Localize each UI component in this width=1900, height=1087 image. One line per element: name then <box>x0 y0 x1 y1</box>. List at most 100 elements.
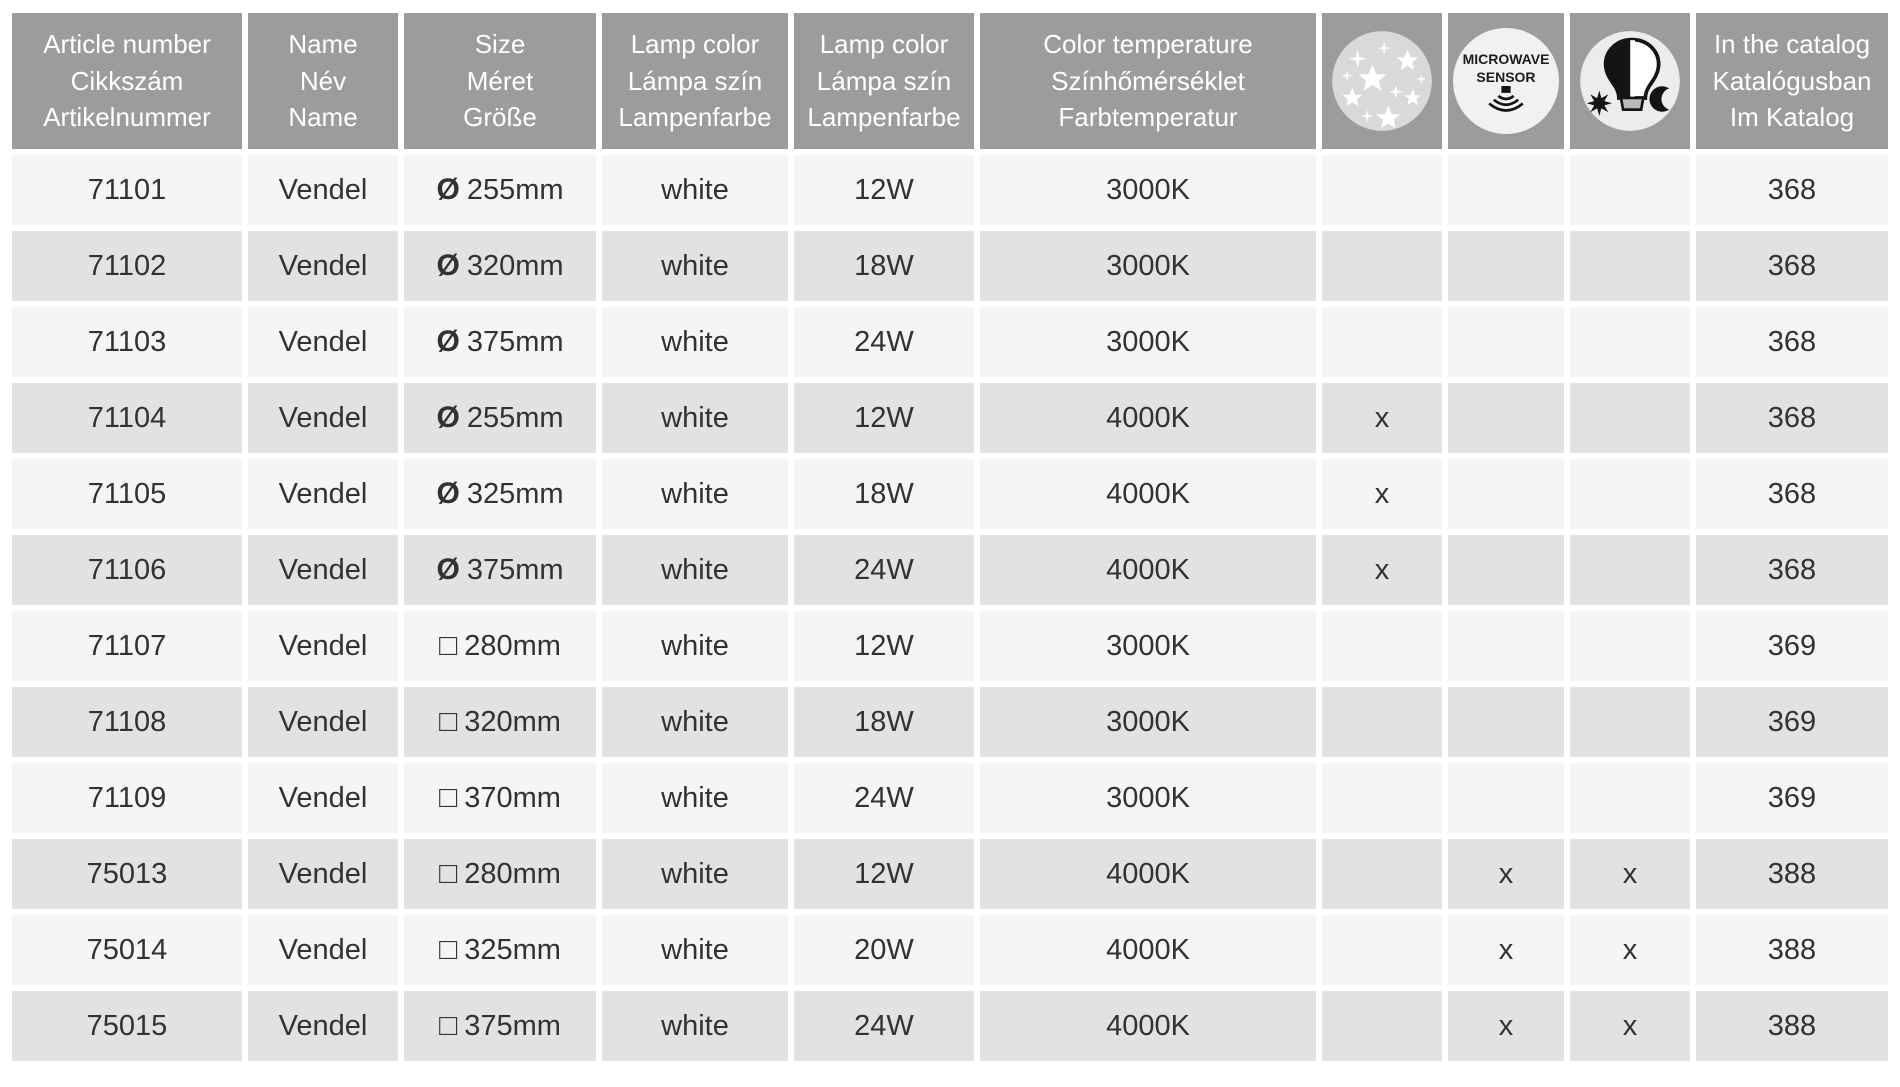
size-shape-symbol: Ø <box>436 401 460 434</box>
cell-catalog-page: 368 <box>1696 383 1888 453</box>
cell-wattage: 24W <box>794 535 974 605</box>
cell-article-number: 71102 <box>12 231 242 301</box>
header-in-catalog: In the catalog Katalógusban Im Katalog <box>1696 13 1888 149</box>
header-lamp-color: Lamp color Lámpa szín Lampenfarbe <box>602 13 788 149</box>
size-shape-symbol: □ <box>439 781 458 814</box>
table-row: 75014 Vendel □ 325mm white 20W 4000K x x … <box>12 915 1888 985</box>
cell-catalog-page: 368 <box>1696 535 1888 605</box>
cell-name: Vendel <box>248 155 398 225</box>
size-shape-symbol: □ <box>439 933 458 966</box>
cell-name: Vendel <box>248 459 398 529</box>
size-value: 370mm <box>464 782 561 814</box>
table-row: 71107 Vendel □ 280mm white 12W 3000K 369 <box>12 611 1888 681</box>
cell-catalog-page: 369 <box>1696 611 1888 681</box>
cell-stars-mark <box>1322 763 1442 833</box>
cell-color-temperature: 3000K <box>980 231 1316 301</box>
cell-name: Vendel <box>248 307 398 377</box>
size-shape-symbol: Ø <box>436 173 460 206</box>
size-shape-symbol: □ <box>439 629 458 662</box>
cell-microwave-mark <box>1448 383 1564 453</box>
cell-daynight-mark <box>1570 155 1690 225</box>
size-value: 280mm <box>464 630 561 662</box>
size-shape-symbol: □ <box>439 705 458 738</box>
table-row: 71106 Vendel Ø 375mm white 24W 4000K x 36… <box>12 535 1888 605</box>
cell-name: Vendel <box>248 991 398 1061</box>
cell-stars-mark <box>1322 839 1442 909</box>
cell-article-number: 71105 <box>12 459 242 529</box>
cell-lamp-color: white <box>602 535 788 605</box>
cell-stars-mark <box>1322 231 1442 301</box>
cell-article-number: 71103 <box>12 307 242 377</box>
size-shape-symbol: □ <box>439 1009 458 1042</box>
header-name: Name Név Name <box>248 13 398 149</box>
size-value: 255mm <box>466 174 564 206</box>
size-shape-symbol: Ø <box>436 553 460 586</box>
cell-lamp-color: white <box>602 991 788 1061</box>
size-shape-symbol: Ø <box>436 325 460 358</box>
table-row: 75013 Vendel □ 280mm white 12W 4000K x x … <box>12 839 1888 909</box>
cell-stars-mark <box>1322 915 1442 985</box>
size-value: 280mm <box>464 858 561 890</box>
cell-daynight-mark <box>1570 383 1690 453</box>
cell-wattage: 12W <box>794 155 974 225</box>
day-night-sensor-icon <box>1580 31 1680 131</box>
cell-size: □ 320mm <box>404 687 596 757</box>
table-row: 71103 Vendel Ø 375mm white 24W 3000K 368 <box>12 307 1888 377</box>
cell-article-number: 71104 <box>12 383 242 453</box>
cell-catalog-page: 368 <box>1696 307 1888 377</box>
cell-color-temperature: 3000K <box>980 611 1316 681</box>
cell-size: Ø 325mm <box>404 459 596 529</box>
cell-microwave-mark: x <box>1448 991 1564 1061</box>
cell-size: □ 280mm <box>404 839 596 909</box>
header-row: Article number Cikkszám Artikelnummer Na… <box>12 13 1888 149</box>
cell-microwave-mark <box>1448 763 1564 833</box>
cell-microwave-mark <box>1448 231 1564 301</box>
cell-daynight-mark: x <box>1570 915 1690 985</box>
cell-color-temperature: 3000K <box>980 763 1316 833</box>
cell-color-temperature: 3000K <box>980 687 1316 757</box>
size-value: 325mm <box>464 934 561 966</box>
header-article-number: Article number Cikkszám Artikelnummer <box>12 13 242 149</box>
cell-lamp-color: white <box>602 915 788 985</box>
header-size: Size Méret Größe <box>404 13 596 149</box>
cell-wattage: 12W <box>794 839 974 909</box>
cell-color-temperature: 4000K <box>980 459 1316 529</box>
cell-name: Vendel <box>248 611 398 681</box>
cell-name: Vendel <box>248 915 398 985</box>
size-value: 255mm <box>466 402 564 434</box>
cell-catalog-page: 368 <box>1696 459 1888 529</box>
cell-stars-mark: x <box>1322 535 1442 605</box>
cell-catalog-page: 388 <box>1696 915 1888 985</box>
cell-article-number: 71101 <box>12 155 242 225</box>
starry-sky-icon <box>1332 31 1432 131</box>
cell-stars-mark <box>1322 687 1442 757</box>
cell-article-number: 75013 <box>12 839 242 909</box>
cell-name: Vendel <box>248 383 398 453</box>
cell-wattage: 12W <box>794 611 974 681</box>
header-microwave-sensor: MICROWAVE SENSOR <box>1448 13 1564 149</box>
cell-daynight-mark <box>1570 611 1690 681</box>
table-row: 71102 Vendel Ø 320mm white 18W 3000K 368 <box>12 231 1888 301</box>
cell-wattage: 18W <box>794 459 974 529</box>
size-value: 320mm <box>466 250 564 282</box>
cell-wattage: 24W <box>794 991 974 1061</box>
cell-daynight-mark <box>1570 687 1690 757</box>
cell-daynight-mark: x <box>1570 839 1690 909</box>
cell-catalog-page: 368 <box>1696 155 1888 225</box>
cell-color-temperature: 4000K <box>980 839 1316 909</box>
cell-lamp-color: white <box>602 839 788 909</box>
cell-color-temperature: 4000K <box>980 915 1316 985</box>
cell-stars-mark <box>1322 155 1442 225</box>
cell-color-temperature: 4000K <box>980 383 1316 453</box>
microwave-sensor-icon: MICROWAVE SENSOR <box>1453 28 1559 134</box>
cell-stars-mark <box>1322 991 1442 1061</box>
cell-stars-mark <box>1322 611 1442 681</box>
cell-size: Ø 320mm <box>404 231 596 301</box>
cell-lamp-color: white <box>602 611 788 681</box>
size-shape-symbol: Ø <box>436 249 460 282</box>
table-row: 71105 Vendel Ø 325mm white 18W 4000K x 36… <box>12 459 1888 529</box>
cell-color-temperature: 3000K <box>980 307 1316 377</box>
cell-size: □ 325mm <box>404 915 596 985</box>
size-shape-symbol: Ø <box>436 477 460 510</box>
cell-daynight-mark <box>1570 535 1690 605</box>
